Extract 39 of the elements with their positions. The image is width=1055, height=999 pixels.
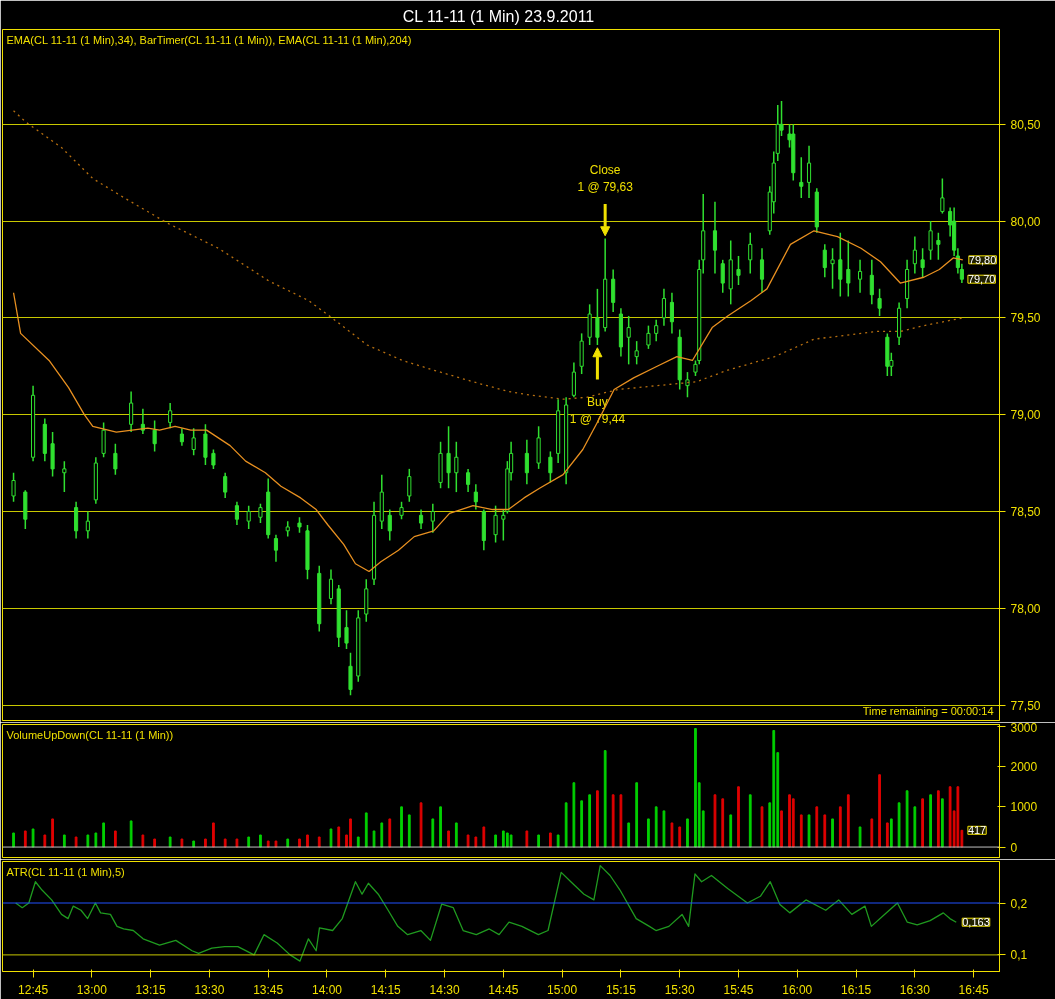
y-tick-label: 3000 — [1010, 720, 1038, 735]
x-tick-label: 14:45 — [488, 982, 519, 997]
x-tick-label: 13:00 — [76, 982, 108, 997]
chart-subtitle: EMA(CL 11-11 (1 Min),34), BarTimer(CL 11-11 (1 Min)), EMA(CL 11-11 (1 Min),204) — [6, 33, 412, 46]
y-tick-label: 77,50 — [1010, 698, 1041, 713]
annotation: 79,70 — [967, 273, 996, 286]
x-tick-label: 16:45 — [958, 982, 989, 997]
x-tick-label: 15:15 — [605, 982, 637, 997]
annotation: 79,80 — [968, 253, 997, 266]
annotation: Close 1 @ 79,63 — [577, 162, 634, 194]
y-tick-label: 79,00 — [1010, 408, 1041, 423]
x-tick-label: 13:30 — [194, 982, 225, 997]
y-tick-label: 2000 — [1010, 760, 1038, 775]
x-tick-label: 16:00 — [782, 982, 813, 997]
x-tick-label: 13:45 — [253, 982, 284, 997]
x-tick-label: 14:00 — [311, 982, 343, 997]
x-tick-label: 14:15 — [370, 982, 402, 997]
y-tick-label: 0 — [1010, 840, 1018, 855]
chart-subtitle: ATR(CL 11-11 (1 Min),5) — [6, 865, 125, 878]
chart-title: CL 11-11 (1 Min) 23.9.2011 — [402, 7, 595, 25]
x-tick-label: 15:00 — [547, 982, 578, 997]
annotation: Time remaining = 00:00:14 — [862, 704, 994, 717]
y-tick-label: 1000 — [1010, 800, 1038, 815]
chart-subtitle: VolumeUpDown(CL 11-11 (1 Min)) — [6, 728, 174, 741]
y-tick-label: 80,50 — [1010, 117, 1041, 132]
y-tick-label: 80,00 — [1010, 214, 1041, 229]
x-tick-label: 15:45 — [723, 982, 754, 997]
x-tick-label: 13:15 — [135, 982, 166, 997]
y-tick-label: 79,50 — [1010, 311, 1041, 326]
x-tick-label: 14:30 — [429, 982, 460, 997]
y-tick-label: 0,1 — [1010, 948, 1028, 963]
x-tick-label: 12:45 — [18, 982, 49, 997]
y-tick-label: 78,00 — [1010, 601, 1041, 616]
x-tick-label: 15:30 — [664, 982, 696, 997]
annotation: 417 — [967, 824, 987, 837]
x-tick-label: 16:15 — [841, 982, 872, 997]
y-tick-label: 0,2 — [1010, 896, 1028, 911]
y-tick-label: 78,50 — [1010, 504, 1041, 519]
x-tick-label: 16:30 — [899, 982, 931, 997]
